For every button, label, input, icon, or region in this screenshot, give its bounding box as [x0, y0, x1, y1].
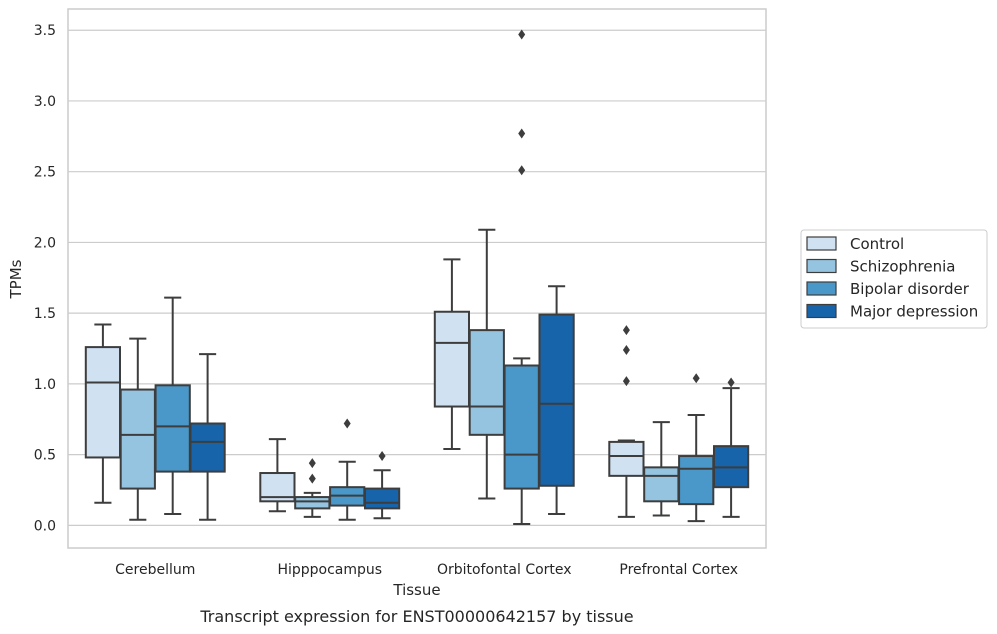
outlier-point: [518, 29, 526, 40]
box-body: [119, 388, 156, 490]
outlier-point: [518, 128, 526, 139]
box: [503, 29, 540, 525]
outlier-point: [622, 344, 630, 355]
box: [119, 337, 156, 521]
y-tick-label: 2.0: [34, 235, 56, 251]
chart-caption: Transcript expression for ENST0000064215…: [199, 607, 633, 626]
y-tick-label: 1.0: [34, 377, 56, 393]
box-body: [84, 346, 122, 459]
outlier-point: [622, 325, 630, 336]
box-body: [468, 329, 505, 436]
box: [189, 353, 226, 521]
y-tick-label: 0.0: [34, 518, 56, 534]
outlier-point: [343, 418, 351, 429]
box: [363, 451, 401, 520]
legend-box: [800, 229, 988, 329]
outlier-point: [727, 377, 735, 388]
box-body: [189, 422, 226, 473]
box: [294, 458, 331, 518]
box: [329, 418, 366, 521]
legend-swatch: [806, 303, 837, 319]
box-body: [643, 466, 680, 503]
box: [154, 296, 191, 516]
legend: Control Schizophrenia Bipolar disorder Majo…: [800, 229, 988, 329]
box: [678, 373, 715, 523]
outlier-point: [518, 165, 526, 176]
box: [538, 285, 575, 516]
y-tick-label: 3.5: [34, 23, 56, 39]
y-tick-label: 0.5: [34, 448, 56, 464]
box: [259, 438, 296, 513]
box-body: [154, 384, 191, 473]
y-tick-label: 2.5: [34, 165, 56, 181]
box: [643, 421, 680, 517]
y-axis-ticks: 0.0 0.5 1.0 1.5 2.0 2.5 3.0 3.5: [34, 23, 56, 534]
legend-label: Control: [850, 235, 904, 253]
box: [84, 323, 122, 504]
box: [712, 377, 750, 518]
box-body: [294, 496, 331, 510]
outlier-point: [308, 458, 316, 469]
outlier-point: [308, 473, 316, 484]
legend-swatch: [806, 281, 837, 296]
box-body: [503, 364, 540, 490]
legend-label: Bipolar disorder: [850, 280, 970, 298]
outlier-point: [692, 373, 700, 384]
box-body: [608, 440, 645, 477]
outlier-point: [378, 451, 386, 462]
legend-swatch: [806, 258, 837, 274]
x-axis-ticks: Cerebellum Hipppocampus Orbitofontal Corte…: [115, 562, 738, 578]
box: [468, 228, 505, 500]
box: [433, 258, 471, 450]
y-axis-label: TPMs: [7, 259, 25, 299]
box-series: [84, 29, 750, 525]
x-tick-label: Cerebellum: [115, 562, 195, 578]
box-body: [363, 487, 401, 510]
box-body: [433, 310, 471, 408]
legend-label: Schizophrenia: [850, 258, 955, 276]
x-axis-label: Tissue: [392, 581, 440, 599]
y-tick-label: 1.5: [34, 306, 56, 322]
outlier-point: [622, 376, 630, 387]
legend-label: Major depression: [850, 303, 978, 321]
box: [608, 325, 645, 518]
x-tick-label: Orbitofontal Cortex: [437, 562, 572, 578]
x-tick-label: Prefrontal Cortex: [619, 562, 738, 578]
plot-frame: [67, 8, 767, 549]
box-body: [678, 455, 715, 506]
box-body: [538, 313, 575, 487]
x-tick-label: Hipppocampus: [277, 562, 382, 578]
legend-swatch: [806, 236, 837, 251]
y-tick-label: 3.0: [34, 94, 56, 110]
